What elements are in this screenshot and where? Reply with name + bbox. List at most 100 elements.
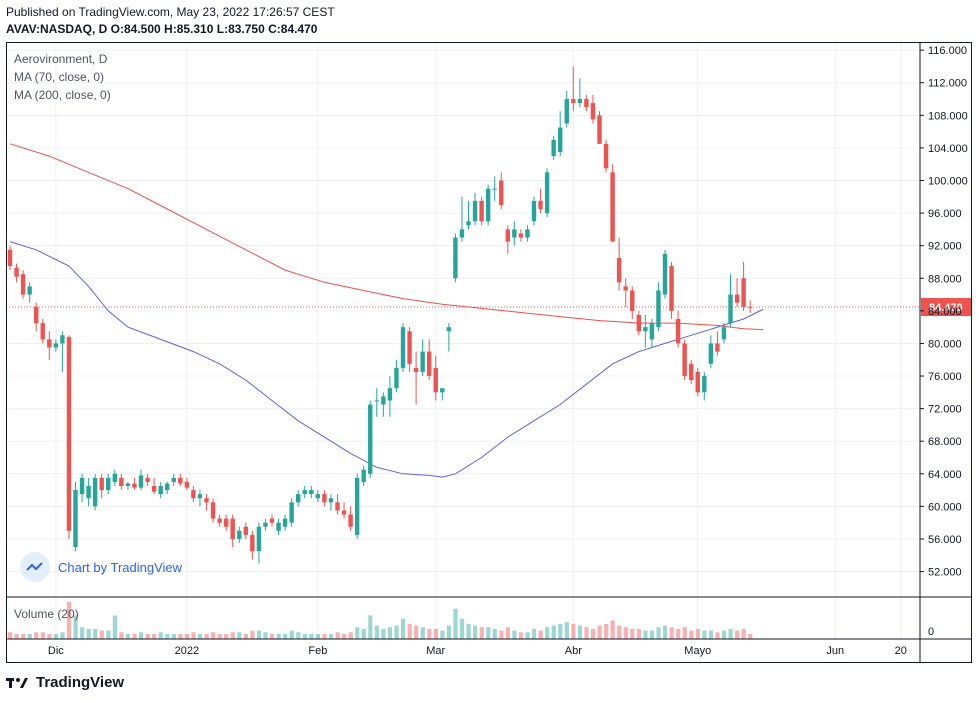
volume-bar bbox=[211, 632, 216, 639]
volume-bar bbox=[427, 628, 432, 639]
y-tick-label: 68.000 bbox=[928, 436, 962, 448]
volume-bar bbox=[86, 628, 91, 639]
badge-text: Chart by TradingView bbox=[58, 559, 183, 575]
volume-bar bbox=[283, 633, 288, 639]
candle-body bbox=[721, 327, 727, 340]
candle-body bbox=[354, 477, 360, 535]
candle-body bbox=[656, 290, 661, 328]
candle-body bbox=[669, 266, 674, 311]
volume-bar bbox=[93, 628, 98, 639]
candle-body bbox=[427, 351, 432, 377]
y-tick-label: 64.000 bbox=[928, 469, 962, 481]
volume-bar bbox=[387, 627, 393, 639]
x-tick-label: Mar bbox=[426, 645, 445, 657]
volume-bar bbox=[171, 633, 176, 639]
volume-bar bbox=[525, 632, 530, 639]
volume-bar bbox=[204, 633, 209, 639]
candle-body bbox=[217, 518, 222, 523]
volume-bar bbox=[440, 630, 445, 639]
volume-bar bbox=[224, 633, 229, 639]
volume-bar bbox=[348, 632, 353, 639]
candle-body bbox=[381, 396, 386, 405]
x-tick-label: 2022 bbox=[175, 645, 199, 657]
candle-body bbox=[531, 200, 537, 222]
volume-bar bbox=[492, 628, 497, 639]
candle-body bbox=[675, 319, 681, 344]
candle-body bbox=[728, 294, 733, 324]
chart-by-tradingview-badge[interactable]: Chart by TradingView bbox=[20, 552, 182, 582]
price-chart[interactable]: 84.470 52.000 56.000 60.000 64.000 68.000 72.… bbox=[6, 42, 972, 666]
volume-bar bbox=[8, 632, 13, 639]
volume-bar bbox=[342, 633, 347, 639]
volume-bar bbox=[184, 633, 190, 639]
volume-bar bbox=[302, 633, 307, 639]
volume-bar bbox=[473, 625, 478, 639]
volume-bar bbox=[446, 625, 452, 639]
candle-body bbox=[485, 188, 491, 222]
candle-body bbox=[335, 502, 340, 511]
y-tick-label: 52.000 bbox=[928, 567, 962, 579]
candle-body bbox=[702, 376, 707, 393]
candle-body bbox=[302, 490, 307, 495]
candle-body bbox=[387, 388, 393, 401]
volume-bar bbox=[237, 632, 242, 639]
tradingview-logo[interactable]: TradingView bbox=[6, 674, 124, 691]
volume-bar bbox=[728, 628, 733, 639]
volume-bar bbox=[53, 633, 59, 639]
candle-body bbox=[204, 498, 209, 503]
candle-body bbox=[230, 518, 235, 539]
candle-body bbox=[106, 477, 111, 491]
volume-bar bbox=[27, 633, 32, 639]
candle-body bbox=[512, 229, 517, 238]
volume-bar bbox=[14, 633, 19, 639]
volume-bar bbox=[374, 625, 379, 639]
candle-body bbox=[27, 286, 32, 295]
candle-body bbox=[210, 502, 216, 519]
candle-body bbox=[309, 490, 314, 495]
candle-body bbox=[328, 498, 334, 503]
volume-bar bbox=[551, 625, 556, 639]
candle-body bbox=[695, 371, 700, 393]
candle-body bbox=[191, 490, 196, 499]
y-tick-label: 88.000 bbox=[928, 273, 962, 285]
y-tick-label: 100.000 bbox=[928, 176, 968, 188]
candle-body bbox=[361, 469, 366, 482]
volume-bar bbox=[178, 633, 183, 639]
y-tick-label: 104.000 bbox=[928, 143, 968, 155]
candle-body bbox=[250, 534, 255, 552]
candle-body bbox=[623, 286, 628, 291]
volume-bar bbox=[197, 633, 203, 639]
y-tick-label: 80.000 bbox=[928, 338, 962, 350]
volume-bar bbox=[414, 625, 419, 639]
volume-bar bbox=[276, 633, 281, 639]
volume-bar bbox=[545, 627, 550, 639]
volume-bar bbox=[368, 615, 373, 639]
volume-bar bbox=[73, 615, 78, 639]
x-tick-label: 20 bbox=[895, 645, 907, 657]
volume-bar bbox=[735, 630, 740, 639]
candle-body bbox=[538, 200, 543, 210]
candle-body bbox=[296, 494, 301, 503]
volume-bar bbox=[125, 633, 131, 639]
candle-body bbox=[132, 483, 137, 488]
y-tick-label: 92.000 bbox=[928, 241, 962, 253]
volume-bar bbox=[361, 628, 366, 639]
volume-bar bbox=[695, 628, 700, 639]
volume-bar bbox=[486, 627, 491, 639]
volume-bar bbox=[702, 630, 707, 639]
candle-body bbox=[60, 335, 65, 344]
candle-body bbox=[73, 490, 78, 548]
volume-bar bbox=[689, 630, 694, 639]
candle-body bbox=[276, 522, 281, 531]
volume-bar bbox=[656, 627, 661, 639]
volume-axis-label: 0 bbox=[928, 626, 934, 638]
candle-body bbox=[630, 290, 635, 311]
volume-bar bbox=[499, 630, 504, 639]
x-tick-label: Abr bbox=[565, 645, 582, 657]
candle-body bbox=[368, 404, 373, 474]
candle-body bbox=[603, 143, 609, 169]
volume-bar bbox=[715, 632, 720, 639]
candle-body bbox=[322, 494, 327, 503]
volume-bar bbox=[669, 627, 674, 639]
volume-bar bbox=[649, 630, 655, 639]
